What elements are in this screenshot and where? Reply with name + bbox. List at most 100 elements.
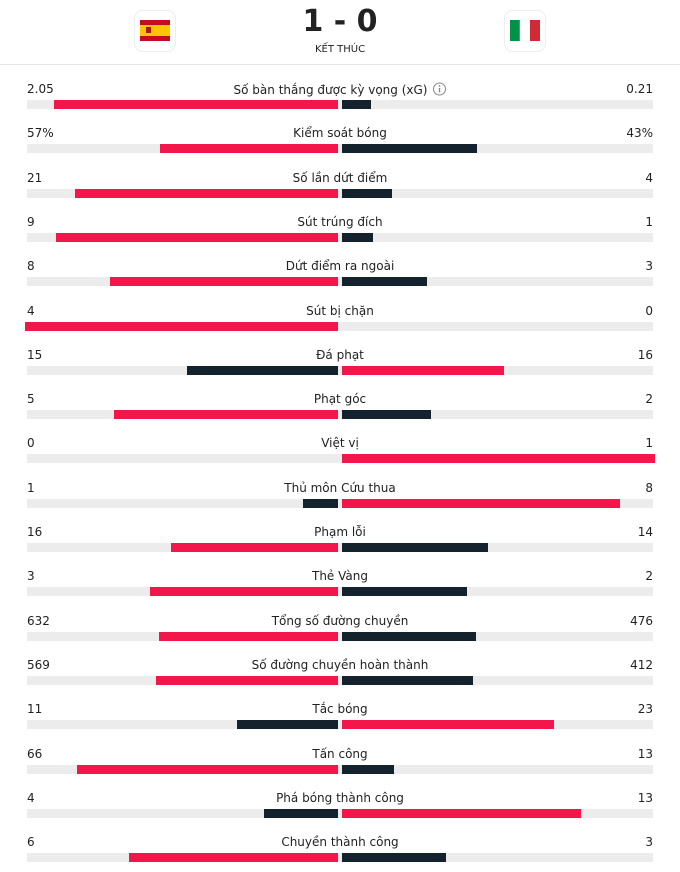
home-value: 6 [27,835,35,850]
away-bar [342,808,582,818]
away-bar [342,277,428,287]
home-value: 2.05 [27,82,54,96]
bar-track [27,100,653,109]
away-value: 0.21 [626,82,653,96]
away-bar [342,853,447,863]
bar-track [27,853,653,863]
away-value: 43% [626,126,653,141]
away-flag[interactable] [504,10,546,52]
away-value: 1 [645,436,653,451]
home-bar [76,764,338,774]
stat-label: Sút bị chặn [306,303,374,318]
home-value: 4 [27,790,35,805]
bar-track [27,543,653,552]
home-value: 0 [27,436,35,451]
home-bar [159,631,338,641]
stat-label: Kiểm soát bóng [293,126,387,141]
bar-track [27,321,653,331]
away-value: 3 [645,835,653,850]
away-value: 14 [637,525,653,539]
stat-label: Dứt điểm ra ngoài [285,259,395,274]
stat-label: Phạt góc [313,392,367,407]
home-flag[interactable] [134,10,176,52]
home-value: 8 [27,259,35,274]
away-value: 3 [645,259,653,274]
home-bar [25,321,338,331]
home-value: 9 [27,214,35,229]
home-bar [56,232,338,242]
match-status: KẾT THÚC [314,44,366,55]
away-bar [342,100,372,109]
home-value: 1 [27,480,35,495]
home-value: 21 [27,170,43,185]
stat-label: Đá phạt [316,347,364,362]
home-bar [236,720,338,730]
bar-track [27,675,653,685]
away-value: 13 [637,746,653,761]
away-bar [342,631,477,641]
stat-label: Tấn công [312,746,368,761]
bar-track [27,631,653,641]
divider [0,64,680,65]
bar-track [27,498,653,508]
home-value: 632 [27,613,50,628]
stat-label: Tổng số đường chuyền [271,613,409,628]
home-bar [75,188,338,198]
home-value: 57% [27,126,54,141]
stat-label: Phạm lỗi [314,525,366,539]
bar-track [27,720,653,730]
away-value: 8 [645,480,653,495]
bar-track [27,277,653,287]
stat-label: Tắc bóng [312,702,368,717]
home-value: 11 [27,702,43,717]
away-bar [342,410,432,420]
away-value: 4 [645,170,653,185]
bar-track [27,144,653,154]
bar-track [27,188,653,198]
away-bar [342,675,474,685]
bar-track [27,410,653,420]
away-value: 2 [645,569,653,584]
away-bar [342,365,504,375]
bar-track [27,454,653,464]
home-bar [171,543,338,552]
away-value: 13 [637,790,653,805]
home-value: 15 [27,347,43,362]
bar-track [27,808,653,818]
away-value: 476 [630,613,653,628]
away-value: 412 [630,657,653,672]
stat-label: Việt vị [321,436,359,451]
stat-label: Chuyền thành công [281,835,399,850]
away-value: 2 [645,392,653,407]
away-bar [342,454,655,464]
bar-track [27,365,653,375]
home-bar [156,675,338,685]
stat-label: Thẻ Vàng [312,569,368,584]
home-value: 16 [27,525,43,539]
away-value: 23 [637,702,653,717]
home-bar [114,410,338,420]
info-icon[interactable] [432,82,446,96]
stat-label: Số bàn thắng được kỳ vọng (xG) [234,82,447,97]
stat-label: Phá bóng thành công [276,790,404,805]
home-value: 4 [27,303,35,318]
home-value: 569 [27,657,50,672]
home-bar [110,277,338,287]
home-bar [159,144,338,154]
stat-label: Sút trúng đích [297,214,383,229]
away-bar [342,232,374,242]
home-bar [264,808,338,818]
stat-label: Thủ môn Cứu thua [284,480,396,495]
home-value: 5 [27,392,35,407]
away-bar [342,543,489,552]
away-value: 0 [645,303,653,318]
home-bar [186,365,338,375]
away-value: 16 [637,347,653,362]
away-bar [342,587,468,597]
stat-label: Số lần dứt điểm [292,170,388,185]
score: 1 - 0 [302,4,378,39]
home-bar [303,498,338,508]
bar-track [27,764,653,774]
away-bar [342,720,554,730]
